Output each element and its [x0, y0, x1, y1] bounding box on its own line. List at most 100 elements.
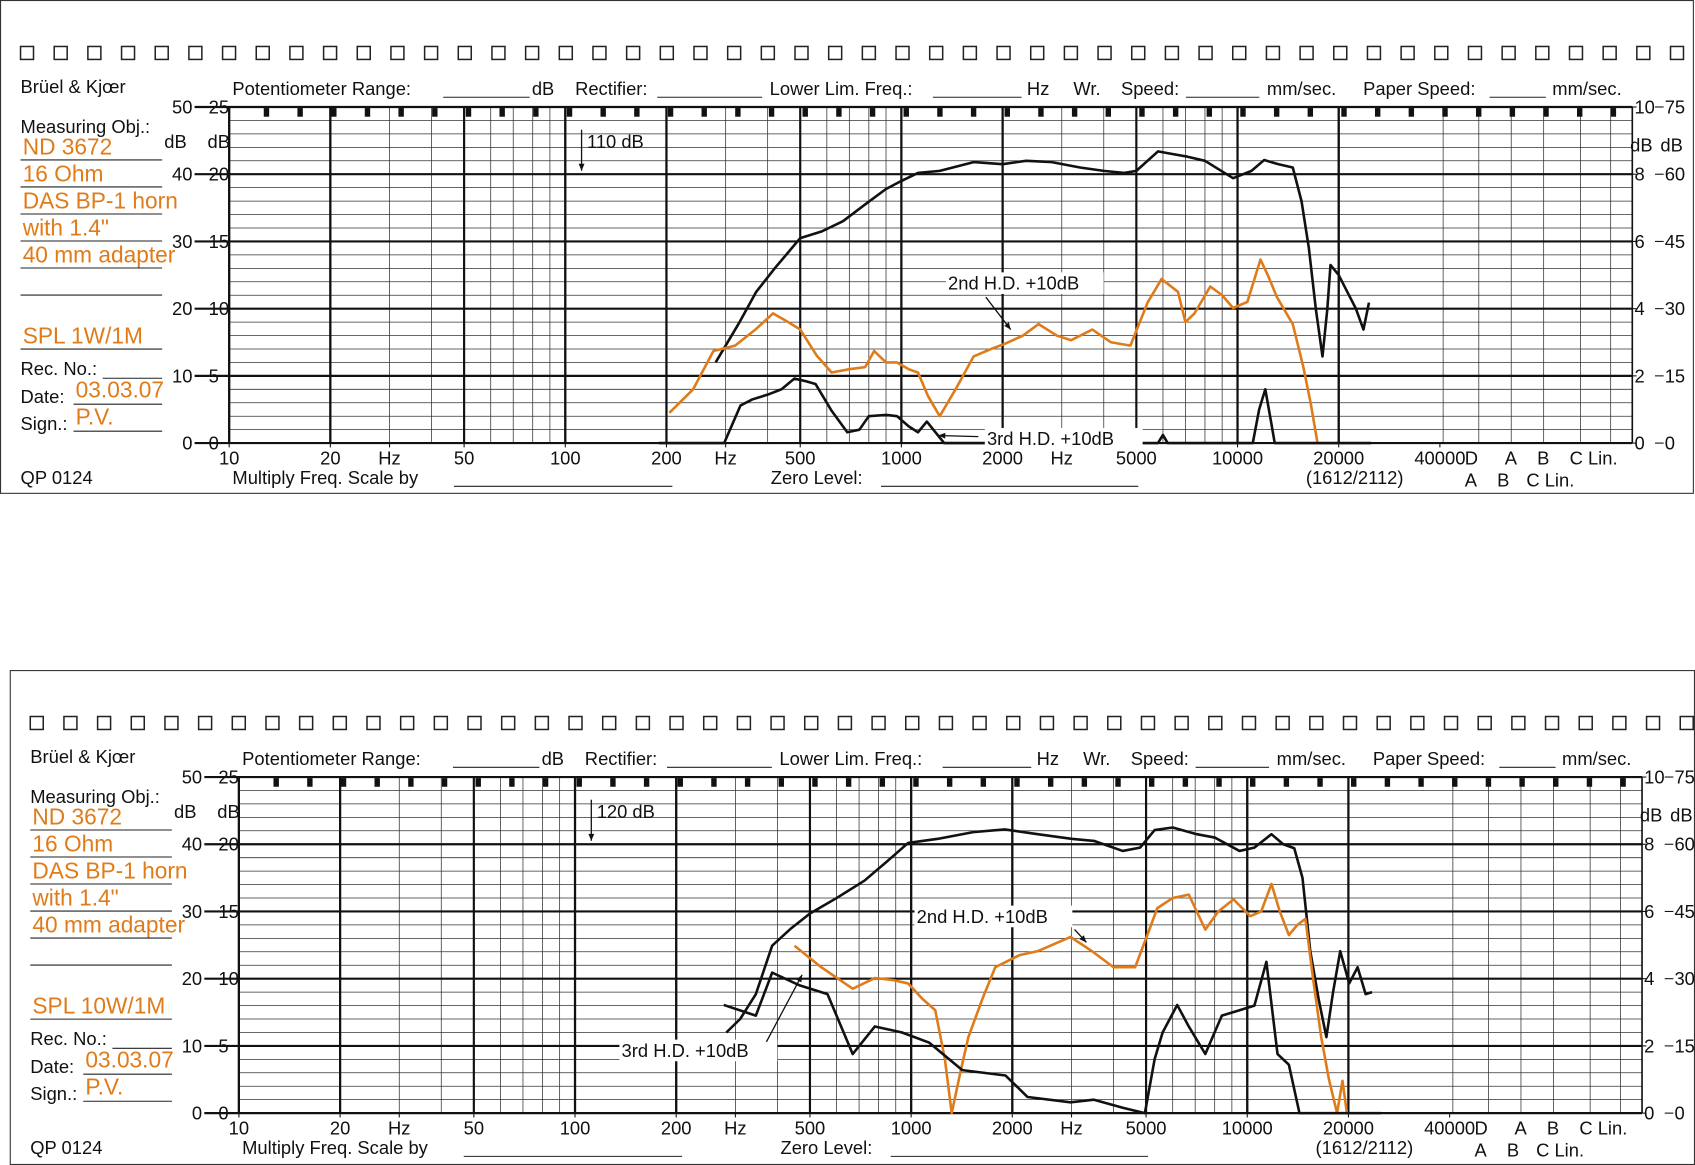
sprocket-hole [770, 715, 785, 731]
top-marker [711, 778, 717, 787]
top-marker [364, 108, 371, 117]
x-tick-label: 2000 [982, 448, 1023, 469]
sprocket-hole [871, 715, 886, 731]
sprocket-hole [601, 715, 617, 731]
sprocket-hole [399, 715, 415, 731]
sprocket-hole [423, 45, 439, 61]
sprocket-hole [1174, 715, 1189, 731]
date-label: Date: [30, 1056, 74, 1077]
y2-tick-label: 0 [1644, 1103, 1654, 1124]
sprocket-hole [524, 45, 540, 61]
top-marker [735, 108, 741, 117]
sprocket-hole [457, 45, 473, 61]
series-label: 3rd H.D. +10dB [622, 1040, 749, 1061]
sprocket-hole [1333, 45, 1348, 61]
date-label: Date: [21, 386, 65, 407]
top-marker [610, 778, 616, 787]
measuring-obj-line: with 1.4" [22, 215, 109, 241]
y3-tick-label: 60 [1665, 164, 1685, 185]
response-curve [725, 826, 1373, 1039]
y3-tick-label: 30 [1674, 968, 1694, 989]
sprocket-hole [29, 715, 44, 731]
sprocket-hole [1467, 45, 1483, 61]
x-tick-label: 50 [464, 1118, 484, 1139]
sprocket-hole [221, 45, 237, 61]
top-marker [374, 778, 380, 787]
sign: P.V. [85, 1074, 123, 1100]
sprocket-hole [1232, 45, 1247, 61]
header-field: dB [542, 748, 564, 769]
chart: Brüel & Kjœr Potentiometer Range: dB Rectif… [0, 0, 1694, 494]
sprocket-hole [255, 45, 270, 61]
header-field: Paper Speed: [1363, 78, 1475, 99]
top-marker [667, 108, 674, 117]
sprocket-hole [534, 715, 550, 731]
top-marker [701, 108, 707, 117]
sprocket-hole [1679, 715, 1694, 731]
weighting-label: A [1514, 1118, 1527, 1139]
x-tick-label: 10000 [1212, 448, 1263, 469]
header-field: dB [532, 78, 554, 99]
sign: P.V. [76, 404, 114, 430]
sprocket-hole [366, 715, 381, 731]
x-tick-label: 40000 [1424, 1118, 1475, 1139]
arrow-head [1079, 935, 1087, 943]
sprocket-hole [1130, 45, 1146, 61]
sprocket-hole [702, 715, 718, 731]
sprocket-hole [1645, 715, 1661, 731]
measuring-obj-line: 16 Ohm [23, 161, 104, 187]
sprocket-hole [1039, 715, 1055, 731]
top-marker [297, 108, 303, 117]
measuring-obj-line: 40 mm adapter [23, 242, 176, 268]
sprocket-hole [231, 715, 247, 731]
y2-unit-label: dB [1630, 134, 1652, 155]
sprocket-hole [63, 715, 78, 731]
top-marker [475, 778, 481, 787]
sprocket-hole [467, 715, 482, 731]
top-marker [845, 778, 852, 787]
chart: Brüel & Kjœr Potentiometer Range: dB Rectif… [9, 670, 1695, 1165]
top-marker [937, 108, 943, 117]
top-marker [1384, 778, 1391, 787]
weighting-label: A [1505, 448, 1518, 469]
top-marker [1553, 778, 1559, 787]
header-field: Paper Speed: [1373, 748, 1485, 769]
label-backdrop [914, 905, 1073, 928]
response-curve [723, 960, 1381, 1115]
sprocket-hole [1669, 45, 1685, 61]
sprocket-hole [1511, 715, 1526, 731]
y-tick-label: 0 [192, 1103, 202, 1124]
top-marker [1418, 778, 1424, 787]
header-field: Wr. [1073, 78, 1100, 99]
top-marker [1307, 108, 1314, 117]
weighting-label: B [1537, 448, 1549, 469]
y2-tick-label: 2 [1634, 365, 1644, 386]
y-inner-tick-label: 5 [209, 365, 219, 386]
y-tick-label: 30 [182, 901, 202, 922]
top-marker [398, 108, 404, 117]
x-tick-label: 500 [795, 1118, 826, 1139]
top-marker [509, 778, 515, 787]
series-label: 2nd H.D. +10dB [917, 906, 1048, 927]
sprocket-hole [390, 45, 405, 61]
top-marker [331, 108, 337, 117]
sprocket-hole [568, 715, 583, 731]
x-tick-label: 500 [785, 448, 816, 469]
top-marker [432, 108, 438, 117]
y-inner-tick-label: 10 [209, 298, 229, 319]
sprocket-hole [861, 45, 877, 61]
y-inner-tick-label: 25 [209, 96, 229, 117]
top-marker [1341, 108, 1347, 117]
x-tick-label: 10 [229, 1118, 249, 1139]
top-marker [1105, 108, 1111, 117]
y-inner-tick-label: 20 [209, 164, 229, 185]
sprocket-hole [298, 715, 314, 731]
sprocket-hole [96, 715, 112, 731]
x-tick-label: 20 [330, 1118, 350, 1139]
top-marker [1610, 108, 1617, 117]
weighting-label: C Lin. [1570, 448, 1618, 469]
arrow-head [938, 432, 946, 439]
top-marker [1620, 778, 1626, 787]
top-marker [263, 108, 270, 117]
